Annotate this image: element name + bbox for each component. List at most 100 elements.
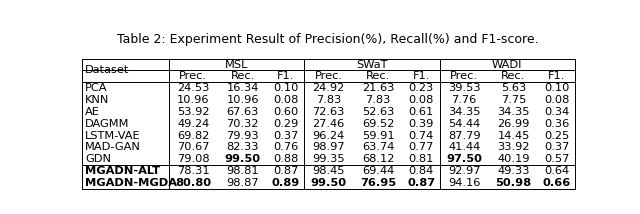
Text: 72.63: 72.63 [312,107,345,117]
Text: MGADN-MGDA: MGADN-MGDA [85,178,177,188]
Text: Rec.: Rec. [230,71,255,81]
Text: 82.33: 82.33 [227,142,259,152]
Text: DAGMM: DAGMM [85,119,129,129]
Text: 0.36: 0.36 [544,119,569,129]
Text: 0.08: 0.08 [408,95,434,105]
Text: 0.37: 0.37 [273,131,298,141]
Text: 0.88: 0.88 [273,154,298,164]
Text: SWaT: SWaT [356,59,388,70]
Text: 0.10: 0.10 [544,83,569,93]
Text: 96.24: 96.24 [312,131,345,141]
Text: 7.76: 7.76 [452,95,477,105]
Text: 76.95: 76.95 [360,178,396,188]
Text: 0.39: 0.39 [408,119,434,129]
Text: 0.25: 0.25 [544,131,569,141]
Text: 0.77: 0.77 [408,142,434,152]
Text: 69.82: 69.82 [177,131,209,141]
Text: 0.87: 0.87 [407,178,435,188]
Text: 98.45: 98.45 [312,166,345,176]
Text: 59.91: 59.91 [362,131,394,141]
Text: 70.67: 70.67 [177,142,209,152]
Text: 0.08: 0.08 [544,95,569,105]
Text: 26.99: 26.99 [497,119,530,129]
Text: 68.12: 68.12 [362,154,394,164]
Text: 0.76: 0.76 [273,142,298,152]
Text: 99.35: 99.35 [312,154,345,164]
Text: 0.81: 0.81 [408,154,434,164]
Text: 0.74: 0.74 [408,131,434,141]
Text: 99.50: 99.50 [225,154,260,164]
Text: 16.34: 16.34 [227,83,259,93]
Text: WADI: WADI [492,59,522,70]
Text: F1.: F1. [412,71,430,81]
Text: 79.93: 79.93 [226,131,259,141]
Text: 49.33: 49.33 [497,166,530,176]
Text: 69.44: 69.44 [362,166,394,176]
Text: MSL: MSL [225,59,248,70]
Text: 40.19: 40.19 [497,154,530,164]
Text: 67.63: 67.63 [227,107,259,117]
Text: 80.80: 80.80 [175,178,211,188]
Text: 0.29: 0.29 [273,119,298,129]
Text: 98.81: 98.81 [226,166,259,176]
Text: 0.23: 0.23 [408,83,434,93]
Text: Prec.: Prec. [450,71,478,81]
Text: Table 2: Experiment Result of Precision(%), Recall(%) and F1-score.: Table 2: Experiment Result of Precision(… [117,33,539,46]
Text: 7.83: 7.83 [365,95,390,105]
Text: 33.92: 33.92 [497,142,530,152]
Text: 94.16: 94.16 [448,178,481,188]
Text: 63.74: 63.74 [362,142,394,152]
Text: 53.92: 53.92 [177,107,209,117]
Text: F1.: F1. [277,71,294,81]
Text: 24.92: 24.92 [312,83,345,93]
Text: 0.34: 0.34 [544,107,569,117]
Text: 97.50: 97.50 [446,154,482,164]
Text: 27.46: 27.46 [312,119,345,129]
Text: 39.53: 39.53 [448,83,481,93]
Text: 69.52: 69.52 [362,119,394,129]
Text: PCA: PCA [85,83,108,93]
Text: KNN: KNN [85,95,109,105]
Text: 21.63: 21.63 [362,83,394,93]
Text: MAD-GAN: MAD-GAN [85,142,141,152]
Text: 98.87: 98.87 [226,178,259,188]
Text: 78.31: 78.31 [177,166,210,176]
Text: 14.45: 14.45 [497,131,530,141]
Text: 0.37: 0.37 [544,142,569,152]
Text: Dataset: Dataset [85,65,129,76]
Text: 10.96: 10.96 [177,95,209,105]
Text: 5.63: 5.63 [501,83,526,93]
Text: 0.89: 0.89 [271,178,300,188]
Text: AE: AE [85,107,100,117]
Text: 10.96: 10.96 [227,95,259,105]
Text: 0.66: 0.66 [543,178,571,188]
Text: GDN: GDN [85,154,111,164]
Text: 7.83: 7.83 [316,95,341,105]
Text: 0.57: 0.57 [544,154,569,164]
Text: LSTM-VAE: LSTM-VAE [85,131,141,141]
Text: Rec.: Rec. [366,71,390,81]
Text: 92.97: 92.97 [448,166,481,176]
Text: 41.44: 41.44 [448,142,480,152]
Text: 54.44: 54.44 [448,119,480,129]
Text: 70.32: 70.32 [227,119,259,129]
Text: 0.84: 0.84 [408,166,434,176]
Text: Rec.: Rec. [501,71,525,81]
Text: 7.75: 7.75 [500,95,526,105]
Text: 99.50: 99.50 [310,178,347,188]
Text: 0.10: 0.10 [273,83,298,93]
Text: Prec.: Prec. [315,71,343,81]
Text: MGADN-ALT: MGADN-ALT [85,166,160,176]
Text: 79.08: 79.08 [177,154,210,164]
Text: 34.35: 34.35 [497,107,530,117]
Text: 0.60: 0.60 [273,107,298,117]
Text: 0.08: 0.08 [273,95,298,105]
Text: Prec.: Prec. [179,71,207,81]
Text: 0.64: 0.64 [544,166,569,176]
Text: 52.63: 52.63 [362,107,394,117]
Text: 50.98: 50.98 [495,178,531,188]
Text: 87.79: 87.79 [448,131,481,141]
Text: 0.87: 0.87 [273,166,298,176]
Text: 98.97: 98.97 [312,142,345,152]
Text: F1.: F1. [548,71,565,81]
